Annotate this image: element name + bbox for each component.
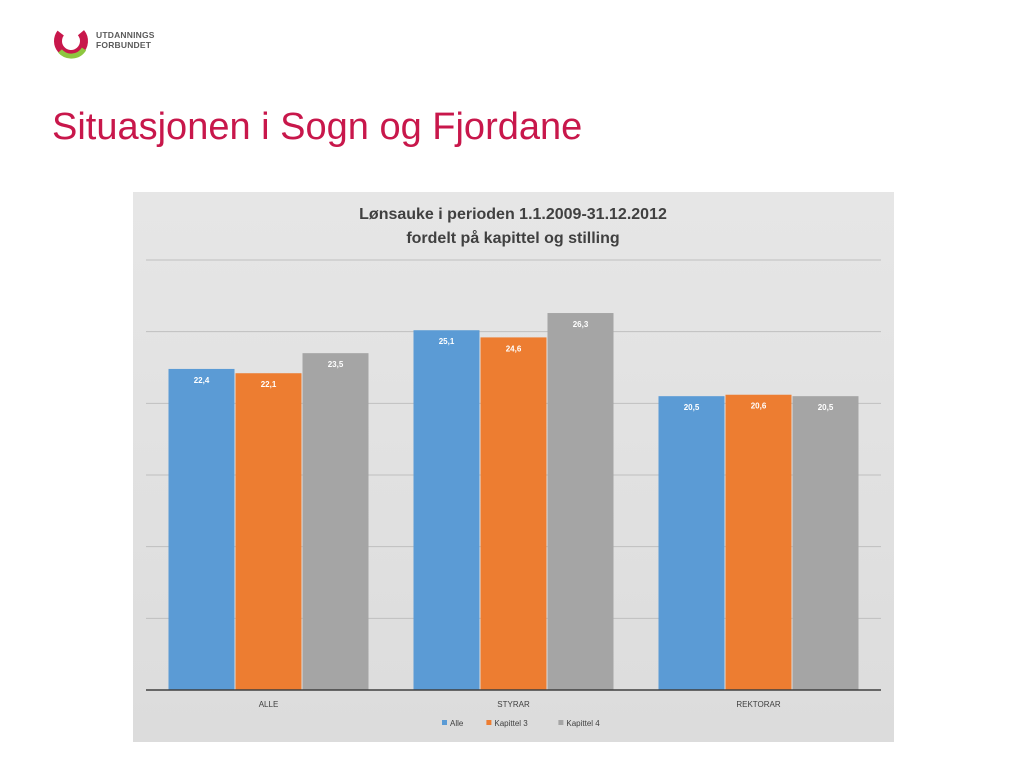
legend-label: Kapittel 4 — [566, 719, 600, 728]
chart-area: Lønsauke i perioden 1.1.2009-31.12.2012 … — [133, 192, 894, 742]
slide-title: Situasjonen i Sogn og Fjordane — [52, 106, 583, 148]
bar — [480, 337, 547, 690]
bar-chart: Lønsauke i perioden 1.1.2009-31.12.2012 … — [146, 206, 881, 728]
bars: 22,4 22,1 23,5 25,1 24,6 26,3 20,5 20,6 20,5 — [168, 313, 859, 690]
bar — [168, 368, 235, 690]
chart-subtitle: fordelt på kapittel og stilling — [406, 229, 619, 247]
legend: Alle Kapittel 3 Kapittel 4 — [442, 719, 600, 728]
logo-line-1: UTDANNINGS — [96, 30, 155, 40]
bar — [658, 396, 725, 690]
legend-swatch — [486, 720, 492, 725]
category-label: ALLE — [259, 700, 279, 709]
data-label: 20,5 — [684, 403, 700, 412]
category-label: REKTORAR — [736, 700, 781, 709]
category-labels: ALLE STYRAR REKTORAR — [259, 700, 781, 709]
data-label: 23,5 — [328, 360, 344, 369]
legend-swatch — [558, 720, 564, 725]
data-label: 20,6 — [751, 402, 767, 411]
data-label: 24,6 — [506, 344, 522, 353]
data-label: 26,3 — [573, 320, 589, 329]
bar — [413, 330, 480, 690]
bar — [725, 394, 792, 690]
legend-label: Kapittel 3 — [494, 719, 528, 728]
logo-text: UTDANNINGS FORBUNDET — [96, 30, 155, 50]
data-label: 20,5 — [818, 403, 834, 412]
legend-label: Alle — [450, 719, 464, 728]
data-label: 25,1 — [439, 337, 455, 346]
bar — [547, 313, 614, 690]
bar — [792, 396, 859, 690]
bar — [235, 373, 302, 690]
legend-swatch — [442, 720, 447, 725]
bar — [302, 353, 369, 690]
data-label: 22,1 — [261, 380, 277, 389]
data-label: 22,4 — [194, 376, 210, 385]
chart-title: Lønsauke i perioden 1.1.2009-31.12.2012 — [359, 206, 667, 223]
logo-line-2: FORBUNDET — [96, 40, 152, 50]
logo-ring-icon — [54, 24, 88, 59]
utdanningsforbundet-logo: UTDANNINGS FORBUNDET — [52, 21, 182, 61]
category-label: STYRAR — [497, 700, 530, 709]
